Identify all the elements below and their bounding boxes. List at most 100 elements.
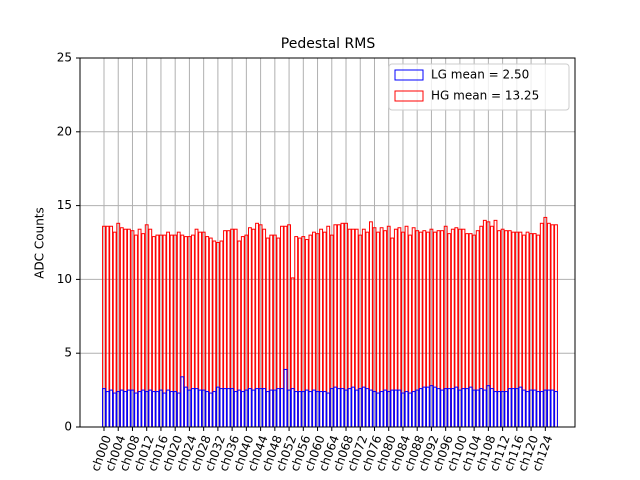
bar (404, 391, 409, 428)
bar (447, 388, 452, 428)
bar (354, 389, 359, 428)
bar (333, 386, 338, 428)
plot-frame (79, 57, 576, 428)
bar (290, 388, 295, 428)
bar (497, 391, 501, 428)
bar (518, 386, 523, 428)
bar (166, 389, 170, 428)
bar (198, 389, 203, 428)
bar (465, 388, 469, 428)
bar (219, 388, 224, 428)
bar (294, 391, 299, 428)
legend-swatch (394, 90, 424, 102)
y-tick-label: 25 (57, 51, 72, 65)
bar (379, 391, 384, 428)
bar (137, 391, 142, 428)
bar (148, 389, 153, 428)
bar (183, 386, 188, 428)
bar (479, 388, 484, 428)
bar (151, 391, 156, 428)
bar (482, 389, 487, 428)
bar (536, 391, 541, 428)
bar (422, 386, 427, 428)
bar (411, 391, 416, 428)
bar (351, 386, 356, 428)
bar (425, 386, 430, 428)
bar (280, 388, 284, 428)
bar (504, 391, 509, 428)
bar (312, 389, 316, 428)
bar (507, 388, 512, 428)
bar (276, 388, 281, 428)
bar (208, 392, 213, 428)
bar (162, 392, 167, 428)
bar (109, 389, 114, 428)
bar (525, 391, 530, 428)
bar (233, 391, 238, 428)
bar (223, 388, 227, 428)
bar (436, 388, 441, 428)
chart-title: Pedestal RMS (281, 36, 376, 52)
y-tick-label: 5 (64, 346, 72, 360)
bar (554, 391, 558, 428)
bar (126, 389, 131, 428)
bar (393, 389, 398, 428)
bar (123, 391, 128, 428)
bar (141, 389, 146, 428)
y-axis-label: ADC Counts (33, 207, 47, 279)
bar (511, 388, 516, 428)
bar (237, 389, 242, 428)
bar (226, 388, 231, 428)
bar (468, 386, 473, 428)
bar (397, 389, 402, 428)
bar (308, 391, 313, 428)
bar (247, 388, 252, 428)
bar (251, 389, 256, 428)
bar (255, 388, 259, 428)
bar (361, 386, 366, 428)
bar (408, 392, 413, 428)
bar (240, 391, 245, 428)
bar (283, 368, 288, 428)
bar (262, 388, 267, 428)
bar (369, 389, 373, 428)
bar (440, 389, 445, 428)
bar (493, 391, 498, 428)
bar (269, 389, 274, 428)
bar (539, 391, 544, 428)
bar (450, 388, 455, 428)
bar (319, 391, 324, 428)
bar (454, 386, 459, 428)
bar (119, 389, 124, 428)
bar (180, 376, 185, 428)
bar (522, 389, 526, 428)
bar (155, 391, 160, 428)
legend-label: HG mean = 13.25 (431, 89, 539, 103)
y-tick-label: 20 (57, 124, 72, 138)
y-tick-label: 15 (57, 198, 72, 212)
bar (191, 388, 195, 428)
bar (322, 391, 327, 428)
bar (347, 388, 352, 428)
bar (304, 389, 309, 428)
bar (194, 388, 199, 428)
bar (390, 389, 395, 428)
bar (297, 391, 302, 428)
bar (205, 391, 210, 428)
bar (532, 389, 537, 428)
bar (376, 392, 380, 428)
bar (169, 391, 174, 428)
bar (475, 389, 480, 428)
bar (546, 389, 551, 428)
bar (418, 388, 423, 428)
y-tick-label: 0 (64, 420, 72, 434)
bar (105, 391, 110, 428)
bar (134, 392, 138, 428)
legend-label: LG mean = 2.50 (431, 68, 529, 82)
bar (383, 389, 388, 428)
bar (112, 392, 117, 428)
bar (365, 388, 370, 428)
bar (461, 388, 466, 428)
legend-swatch (394, 69, 424, 81)
